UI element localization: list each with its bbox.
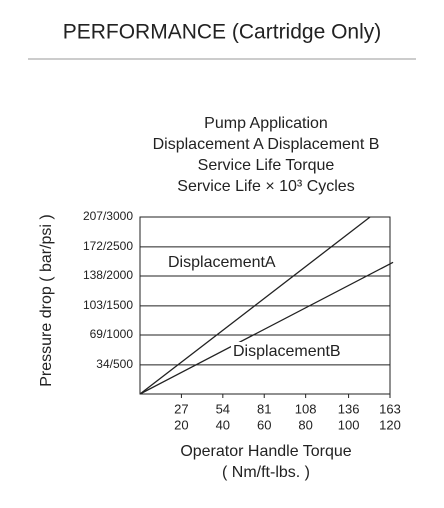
chart-subtitle: Service Life × 10³ Cycles bbox=[177, 178, 354, 195]
y-tick-label: 172/2500 bbox=[83, 239, 133, 253]
series-label: DisplacementB bbox=[233, 343, 341, 360]
chart-subtitle: Displacement A Displacement B bbox=[153, 136, 380, 153]
x-tick-label: 54 bbox=[216, 401, 230, 416]
x-tick-label: 108 bbox=[295, 401, 317, 416]
x-tick-label-secondary: 80 bbox=[298, 417, 312, 432]
y-tick-label: 103/1500 bbox=[83, 298, 133, 312]
y-tick-label: 69/1000 bbox=[90, 327, 134, 341]
x-tick-label-secondary: 60 bbox=[257, 417, 271, 432]
chart-subtitle: Pump Application bbox=[204, 115, 328, 132]
x-axis-title: ( Nm/ft-lbs. ) bbox=[222, 464, 310, 481]
x-tick-label-secondary: 20 bbox=[174, 417, 188, 432]
y-tick-label: 138/2000 bbox=[83, 268, 133, 282]
chart-subtitle: Service Life Torque bbox=[198, 157, 335, 174]
series-line bbox=[139, 216, 371, 395]
series-line bbox=[139, 261, 394, 395]
x-tick-label: 136 bbox=[338, 401, 360, 416]
x-tick-label-secondary: 100 bbox=[338, 417, 360, 432]
x-tick-label: 163 bbox=[379, 401, 401, 416]
x-tick-label-secondary: 120 bbox=[379, 417, 401, 432]
x-tick-label: 27 bbox=[174, 401, 188, 416]
x-tick-label-secondary: 40 bbox=[216, 417, 230, 432]
x-axis-title: Operator Handle Torque bbox=[180, 443, 351, 460]
y-axis-title: Pressure drop ( bar/psi ) bbox=[38, 214, 55, 387]
page-title: PERFORMANCE (Cartridge Only) bbox=[63, 21, 382, 44]
series-label: DisplacementA bbox=[168, 254, 276, 271]
series-label-bg bbox=[231, 342, 343, 362]
y-tick-label: 34/500 bbox=[96, 357, 133, 371]
x-tick-label: 81 bbox=[257, 401, 271, 416]
y-tick-label: 207/3000 bbox=[83, 209, 133, 223]
series-label-bg bbox=[166, 253, 278, 273]
